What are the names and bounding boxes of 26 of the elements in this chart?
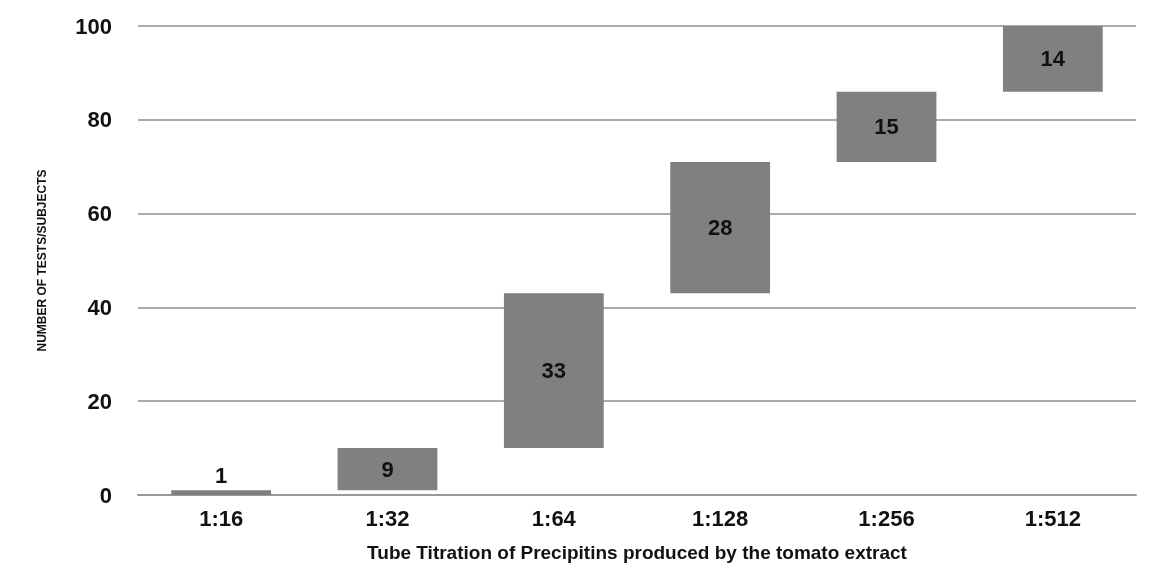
bar — [171, 490, 272, 495]
x-tick-label: 1:16 — [199, 505, 244, 531]
data-label: 33 — [541, 358, 567, 384]
y-axis-title: NUMBER OF TESTS/SUBJECTS — [35, 169, 49, 352]
x-axis-title: Tube Titration of Precipitins produced by the tomato extract — [367, 542, 908, 563]
bar — [337, 448, 438, 491]
x-tick-label: 1:64 — [531, 505, 577, 531]
x-tick-label: 1:256 — [858, 505, 915, 531]
data-label: 9 — [381, 456, 394, 482]
y-tick-label: 20 — [87, 388, 112, 414]
y-tick-label: 100 — [75, 13, 112, 39]
x-tick-label: 1:32 — [365, 505, 410, 531]
bar — [670, 162, 771, 294]
y-tick-label: 80 — [87, 107, 112, 133]
data-label: 15 — [874, 114, 899, 140]
data-label: 14 — [1040, 46, 1066, 72]
bar — [836, 91, 937, 163]
x-tick-label: 1:128 — [692, 505, 749, 531]
y-tick-label: 0 — [99, 482, 112, 508]
y-tick-label: 60 — [87, 201, 112, 227]
bar — [503, 293, 604, 449]
data-label: 1 — [215, 462, 228, 488]
data-label: 28 — [707, 215, 733, 241]
bar — [1002, 26, 1103, 92]
x-tick-label: 1:512 — [1024, 505, 1081, 531]
y-tick-label: 40 — [87, 294, 112, 320]
